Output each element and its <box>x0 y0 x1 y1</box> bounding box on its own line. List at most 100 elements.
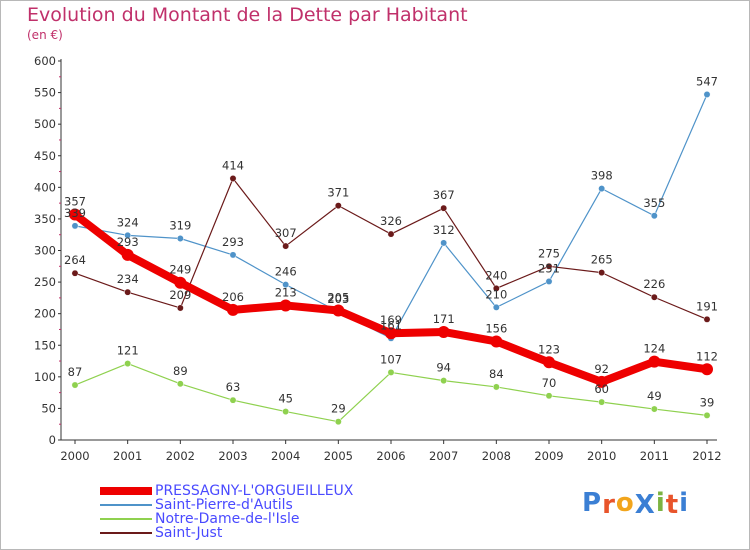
data-point <box>229 396 237 404</box>
x-tick-label: 2009 <box>534 449 563 463</box>
data-label: 312 <box>433 223 455 237</box>
legend-swatch <box>100 518 152 520</box>
data-point <box>598 185 606 193</box>
data-point <box>71 381 79 389</box>
data-point <box>385 327 397 340</box>
x-tick-label: 2007 <box>429 449 458 463</box>
data-label: 240 <box>485 268 507 282</box>
chart-legend: PRESSAGNY-L'ORGUEILLEUX Saint-Pierre-d'Au… <box>100 484 353 540</box>
x-tick-label: 2003 <box>218 449 247 463</box>
data-point <box>71 222 79 230</box>
y-tick-label: 550 <box>34 86 56 100</box>
data-point <box>279 299 292 312</box>
proxiti-logo: ProXiti <box>582 488 689 520</box>
data-point <box>648 355 661 368</box>
data-label: 251 <box>538 261 560 275</box>
data-point <box>124 231 132 239</box>
y-tick-label: 300 <box>34 244 56 258</box>
data-point <box>387 230 395 238</box>
data-label: 547 <box>696 74 718 88</box>
legend-swatch <box>100 504 152 506</box>
data-label: 107 <box>380 352 402 366</box>
data-point <box>229 175 237 182</box>
data-label: 398 <box>591 169 613 183</box>
data-point <box>229 251 237 259</box>
legend-label: Saint-Pierre-d'Autils <box>155 497 293 513</box>
logo-letter: i <box>655 488 666 518</box>
data-point <box>121 248 134 261</box>
data-label: 234 <box>117 272 139 286</box>
data-point <box>703 315 711 323</box>
data-label: 265 <box>591 253 613 267</box>
data-point <box>176 380 184 388</box>
x-tick-label: 2012 <box>692 449 721 463</box>
data-point <box>71 269 79 277</box>
legend-label: Saint-Just <box>155 525 223 541</box>
data-label: 205 <box>327 291 349 305</box>
data-point <box>598 398 606 406</box>
data-label: 29 <box>331 402 346 416</box>
data-point <box>701 363 713 376</box>
y-tick-label: 350 <box>34 212 56 226</box>
y-tick-label: 200 <box>34 307 56 321</box>
data-label: 63 <box>226 380 241 394</box>
data-label: 112 <box>696 349 718 363</box>
data-label: 191 <box>696 299 718 313</box>
data-point <box>545 262 553 270</box>
y-tick-label: 600 <box>34 54 56 68</box>
data-label: 206 <box>222 290 244 304</box>
data-label: 339 <box>64 206 86 220</box>
x-tick-label: 2000 <box>60 449 89 463</box>
data-point <box>174 276 187 289</box>
data-point <box>176 304 184 312</box>
data-point <box>440 239 448 247</box>
x-tick-label: 2005 <box>324 449 353 463</box>
x-tick-label: 2004 <box>271 449 300 463</box>
data-point <box>545 278 553 285</box>
data-label: 293 <box>117 235 139 249</box>
y-tick-label: 50 <box>41 401 56 415</box>
data-label: 307 <box>275 226 297 240</box>
x-tick-label: 2001 <box>113 449 142 463</box>
data-point <box>387 368 395 376</box>
data-point <box>334 202 342 210</box>
data-label: 121 <box>117 344 139 358</box>
data-label: 45 <box>278 392 293 406</box>
legend-item: Saint-Just <box>100 526 353 540</box>
data-label: 49 <box>647 389 662 403</box>
data-label: 414 <box>222 158 244 172</box>
data-point <box>176 235 184 242</box>
data-point <box>332 304 345 317</box>
data-label: 367 <box>433 188 455 202</box>
y-tick-label: 250 <box>34 275 56 289</box>
data-point <box>440 204 448 212</box>
chart-title: Evolution du Montant de la Dette par Hab… <box>27 4 468 26</box>
legend-label: Notre-Dame-de-l'Isle <box>155 511 300 527</box>
data-label: 169 <box>380 313 402 327</box>
data-label: 213 <box>275 285 297 299</box>
data-label: 293 <box>222 235 244 249</box>
data-label: 324 <box>117 215 139 229</box>
data-label: 123 <box>538 342 560 356</box>
data-label: 161 <box>380 318 402 332</box>
data-label: 39 <box>700 395 715 409</box>
y-tick-label: 0 <box>49 433 56 447</box>
data-point <box>282 408 290 416</box>
data-label: 203 <box>327 292 349 306</box>
data-point <box>334 418 342 426</box>
y-tick-label: 500 <box>34 117 56 131</box>
data-label: 264 <box>64 253 86 267</box>
data-label: 84 <box>489 367 504 381</box>
logo-letter: r <box>602 490 616 520</box>
data-point <box>598 269 606 277</box>
data-point <box>492 303 500 311</box>
y-tick-label: 450 <box>34 149 56 163</box>
y-tick-label: 150 <box>34 338 56 352</box>
data-point <box>440 377 448 385</box>
x-tick-label: 2006 <box>376 449 405 463</box>
data-point <box>492 284 500 292</box>
data-label: 89 <box>173 364 188 378</box>
legend-label: PRESSAGNY-L'ORGUEILLEUX <box>155 483 354 499</box>
